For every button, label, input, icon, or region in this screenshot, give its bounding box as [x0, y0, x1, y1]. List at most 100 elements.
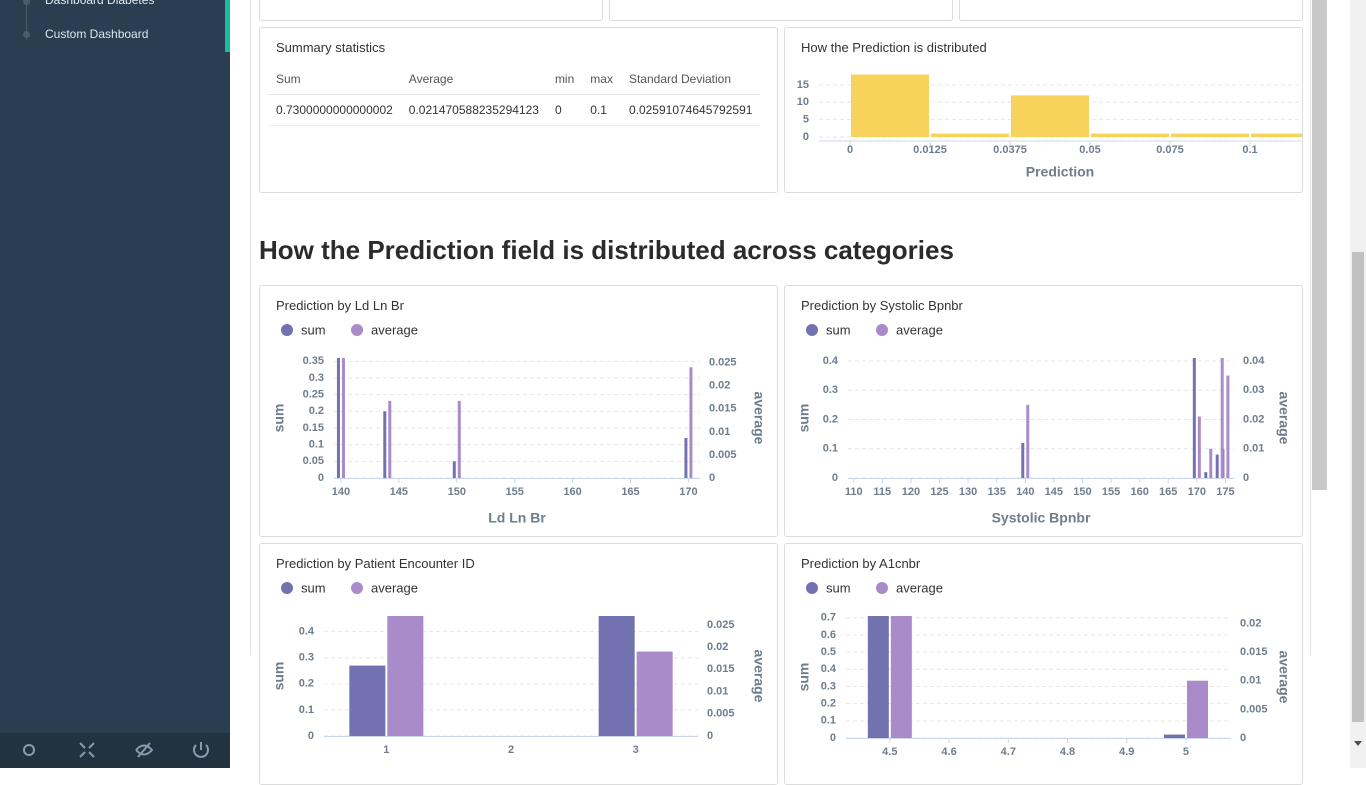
y-tick-label: 0.3: [309, 372, 324, 384]
x-tick-label: 0.075: [1156, 144, 1184, 156]
card: [259, 0, 603, 21]
bar: [349, 665, 386, 736]
bar: [1226, 375, 1230, 478]
y-tick-label: 0.3: [821, 680, 836, 692]
y-tick-label: 0: [308, 730, 314, 742]
x-tick-label: 4.9: [1119, 746, 1134, 758]
legend-marker: [806, 324, 818, 336]
y-tick-label: 0.4: [823, 355, 839, 367]
chart: sum average 0 0.1 0.2 0.3 0.4 0.5 0.6 0.7 0 0.005 0.…: [796, 580, 1293, 758]
scrollbar[interactable]: [1350, 0, 1366, 768]
legend-label: sum: [826, 322, 851, 337]
x-tick-label: 155: [506, 486, 524, 498]
y-tick-label: 0.5: [821, 646, 836, 658]
x-tick-label: 175: [1216, 486, 1234, 498]
chart-title: Prediction by Systolic Bpnbr: [801, 298, 963, 313]
nav-item[interactable]: Dashboard Diabetes: [45, 0, 155, 7]
x-tick-label: 4.8: [1060, 746, 1075, 758]
x-tick-label: 0.05: [1079, 144, 1100, 156]
chart-panel: Prediction by A1cnbr sum average 0 0.1 0.2 0.3…: [784, 543, 1303, 785]
x-tick-label: 165: [1159, 486, 1177, 498]
x-tick-label: 115: [873, 486, 891, 498]
bar: [1163, 734, 1185, 738]
x-tick-label: 4.5: [882, 746, 897, 758]
x-tick-label: 135: [988, 486, 1006, 498]
bar: [341, 358, 345, 478]
y2-tick-label: 0.005: [707, 708, 735, 720]
bar: [1251, 133, 1302, 137]
card: [959, 0, 1303, 21]
bar: [1026, 404, 1030, 478]
x-tick-label: 170: [1188, 486, 1206, 498]
x-tick-label: 110: [845, 486, 863, 498]
bar: [1204, 472, 1208, 478]
chart-panel: Prediction by Patient Encounter ID sum ave…: [259, 543, 778, 785]
y-tick-label: 0.4: [821, 663, 837, 675]
y-tick-label: 0.2: [823, 413, 838, 425]
chart: sum average 0 0.1 0.2 0.3 0.4 0 0.005 0.01 0.015 0.…: [271, 580, 768, 756]
x-tick-label: 145: [1045, 486, 1063, 498]
y2-axis-title: average: [1276, 651, 1292, 704]
y2-tick-label: 0.005: [1240, 703, 1268, 715]
fullscreen-icon[interactable]: [79, 742, 95, 758]
x-tick-label: 130: [959, 486, 977, 498]
header-cell: Sum: [268, 68, 401, 95]
y2-tick-label: 0.015: [709, 403, 737, 415]
settings-icon[interactable]: [23, 744, 35, 756]
y2-axis-title: average: [1276, 392, 1292, 445]
x-tick-label: 155: [1102, 486, 1120, 498]
x-tick-label: 150: [448, 486, 466, 498]
scroll-arrow[interactable]: [1354, 741, 1362, 746]
chart: sum average 0 0.05 0.1 0.15 0.2 0.25 0.3 0.35 0 0.0…: [271, 322, 768, 525]
legend-label: sum: [301, 580, 326, 595]
x-tick-label: 5: [1183, 746, 1189, 758]
toolbar: [0, 733, 230, 768]
power-icon[interactable]: [193, 742, 209, 758]
y2-tick-label: 0: [709, 472, 715, 484]
bar: [1171, 133, 1249, 137]
scroll-thumb[interactable]: [1352, 252, 1364, 722]
y-axis-title: sum: [271, 404, 287, 433]
bar: [387, 616, 424, 736]
legend-marker: [351, 324, 363, 336]
legend-marker: [876, 582, 888, 594]
y-tick-label: 0.3: [823, 384, 838, 396]
y2-tick-label: 0.01: [707, 685, 728, 697]
chart-title: Prediction by A1cnbr: [801, 556, 921, 571]
x-tick-label: 165: [621, 486, 639, 498]
x-tick-label: 0.0375: [993, 144, 1027, 156]
x-tick-label: 0: [847, 144, 853, 156]
bar: [636, 651, 673, 736]
content-border: [250, 0, 251, 655]
legend-marker: [876, 324, 888, 336]
y-tick-label: 0.3: [299, 652, 314, 664]
x-tick-label: 140: [332, 486, 350, 498]
x-tick-label: 2: [508, 744, 514, 756]
bar: [1091, 133, 1169, 137]
hide-icon[interactable]: [135, 742, 154, 758]
nav-item[interactable]: Custom Dashboard: [45, 27, 149, 41]
bar: [931, 133, 1009, 137]
bar: [689, 367, 693, 478]
y-tick-label: 10: [797, 96, 809, 108]
nav-dot: [23, 0, 30, 5]
x-tick-label: 160: [563, 486, 581, 498]
y-tick-label: 5: [803, 114, 809, 126]
chart-title: How the Prediction is distributed: [801, 40, 987, 55]
bar: [1220, 358, 1224, 478]
inner-scroll-thumb[interactable]: [1312, 0, 1327, 490]
header-cell: min: [546, 68, 583, 95]
y-tick-label: 0.6: [821, 629, 836, 641]
y2-tick-label: 0.01: [1243, 443, 1264, 455]
y-tick-label: 0: [803, 131, 809, 143]
x-tick-label: 125: [930, 486, 948, 498]
nav-rail: [26, 0, 27, 40]
header-cell: Average: [400, 68, 547, 95]
y-tick-label: 0.05: [303, 455, 324, 467]
bar: [890, 616, 912, 738]
y-axis-title: sum: [796, 404, 812, 433]
y2-tick-label: 0.02: [1243, 413, 1264, 425]
x-tick-label: 0.1: [1242, 144, 1257, 156]
header-row: Sum Average min max Standard Deviation: [268, 68, 761, 95]
